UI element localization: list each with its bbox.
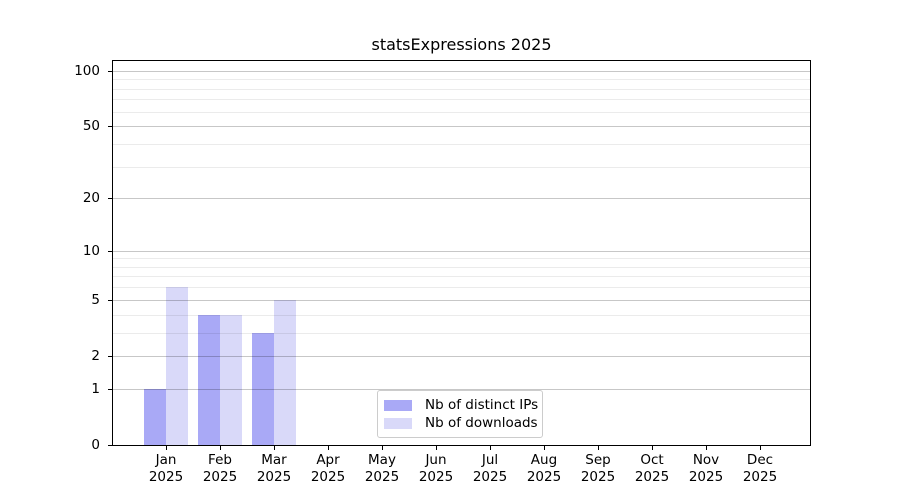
legend-swatch-distinct-ips-icon <box>384 400 412 411</box>
y-tick-mark-100 <box>108 70 113 72</box>
y-tick-mark-10 <box>108 250 113 252</box>
minor-gridline-80 <box>113 88 810 90</box>
major-gridline-100 <box>113 70 810 72</box>
x-tick-mark-may <box>382 445 383 450</box>
major-gridline-20 <box>113 198 810 200</box>
y-tick-mark-5 <box>108 299 113 301</box>
x-tick-month: Aug <box>530 452 558 468</box>
x-tick-label-dec: Dec 2025 <box>743 452 777 486</box>
bar-downloads-feb <box>220 314 242 445</box>
x-tick-label-may: May 2025 <box>365 452 399 486</box>
legend-label-distinct-ips: Nb of distinct IPs <box>425 397 539 413</box>
plot-area <box>112 60 811 446</box>
y-tick-label-100: 100 <box>74 62 100 79</box>
x-tick-mark-mar <box>274 445 275 450</box>
minor-gridline-40 <box>113 143 810 145</box>
y-tick-mark-50 <box>108 126 113 128</box>
x-tick-month: Mar <box>261 452 287 468</box>
x-tick-month: Dec <box>746 452 774 468</box>
x-tick-year: 2025 <box>472 469 508 485</box>
x-tick-month: Sep <box>585 452 611 468</box>
x-tick-month: May <box>368 452 396 468</box>
x-tick-mark-oct <box>652 445 653 450</box>
major-gridline-10 <box>113 250 810 252</box>
x-tick-year: 2025 <box>364 469 400 485</box>
minor-gridline-8 <box>113 266 810 268</box>
y-tick-label-5: 5 <box>91 291 100 308</box>
bar-distinct-ips-mar <box>252 332 274 445</box>
minor-gridline-70 <box>113 99 810 101</box>
y-tick-mark-2 <box>108 355 113 357</box>
x-tick-month: Oct <box>640 452 664 468</box>
y-tick-mark-0 <box>108 445 113 446</box>
x-tick-label-apr: Apr 2025 <box>311 452 345 486</box>
x-tick-mark-feb <box>220 445 221 450</box>
x-tick-year: 2025 <box>148 469 184 485</box>
y-tick-label-1: 1 <box>91 380 100 397</box>
bar-downloads-jan <box>166 287 188 445</box>
x-tick-mark-nov <box>706 445 707 450</box>
minor-gridline-7 <box>113 276 810 278</box>
x-tick-month: Apr <box>316 452 340 468</box>
minor-gridline-30 <box>113 166 810 168</box>
legend-swatch-downloads-icon <box>384 418 412 429</box>
x-tick-mark-aug <box>544 445 545 450</box>
minor-gridline-6 <box>113 287 810 289</box>
x-tick-year: 2025 <box>418 469 454 485</box>
x-tick-label-jun: Jun 2025 <box>419 452 453 486</box>
y-tick-label-20: 20 <box>82 190 100 207</box>
x-tick-month: Jul <box>481 452 499 468</box>
minor-gridline-4 <box>113 314 810 316</box>
x-tick-year: 2025 <box>202 469 238 485</box>
x-tick-month: Feb <box>208 452 232 468</box>
x-tick-label-oct: Oct 2025 <box>635 452 669 486</box>
legend-item-downloads: Nb of downloads <box>384 415 538 432</box>
y-tick-label-2: 2 <box>91 347 100 364</box>
legend-item-distinct-ips: Nb of distinct IPs <box>384 397 538 414</box>
x-tick-year: 2025 <box>580 469 616 485</box>
x-tick-year: 2025 <box>688 469 724 485</box>
legend: Nb of distinct IPs Nb of downloads <box>377 390 543 438</box>
minor-gridline-60 <box>113 111 810 113</box>
x-tick-label-jan: Jan 2025 <box>149 452 183 486</box>
x-tick-mark-jun <box>436 445 437 450</box>
chart-title: statsExpressions 2025 <box>371 35 552 54</box>
y-tick-label-50: 50 <box>82 118 100 135</box>
x-tick-label-aug: Aug 2025 <box>527 452 561 486</box>
x-tick-year: 2025 <box>526 469 562 485</box>
minor-gridline-9 <box>113 258 810 260</box>
x-tick-year: 2025 <box>256 469 292 485</box>
y-tick-mark-1 <box>108 388 113 390</box>
x-tick-label-sep: Sep 2025 <box>581 452 615 486</box>
major-gridline-1 <box>113 388 810 390</box>
x-tick-mark-jul <box>490 445 491 450</box>
minor-gridline-3 <box>113 332 810 334</box>
x-tick-year: 2025 <box>634 469 670 485</box>
x-tick-label-feb: Feb 2025 <box>203 452 237 486</box>
y-tick-mark-20 <box>108 198 113 200</box>
x-tick-label-mar: Mar 2025 <box>257 452 291 486</box>
major-gridline-5 <box>113 299 810 301</box>
bar-distinct-ips-jan <box>144 388 166 445</box>
x-tick-mark-dec <box>760 445 761 450</box>
bar-downloads-mar <box>274 299 296 445</box>
x-tick-year: 2025 <box>310 469 346 485</box>
x-tick-month: Jun <box>425 452 447 468</box>
major-gridline-2 <box>113 355 810 357</box>
x-tick-mark-jan <box>166 445 167 450</box>
x-tick-mark-sep <box>598 445 599 450</box>
legend-label-downloads: Nb of downloads <box>425 415 538 431</box>
y-tick-label-10: 10 <box>82 242 100 259</box>
major-gridline-50 <box>113 126 810 128</box>
x-tick-label-nov: Nov 2025 <box>689 452 723 486</box>
x-tick-month: Nov <box>692 452 720 468</box>
x-tick-year: 2025 <box>742 469 778 485</box>
bar-distinct-ips-feb <box>198 314 220 445</box>
x-tick-label-jul: Jul 2025 <box>473 452 507 486</box>
x-tick-month: Jan <box>155 452 177 468</box>
y-tick-label-0: 0 <box>91 437 100 453</box>
x-tick-mark-apr <box>328 445 329 450</box>
minor-gridline-90 <box>113 79 810 81</box>
